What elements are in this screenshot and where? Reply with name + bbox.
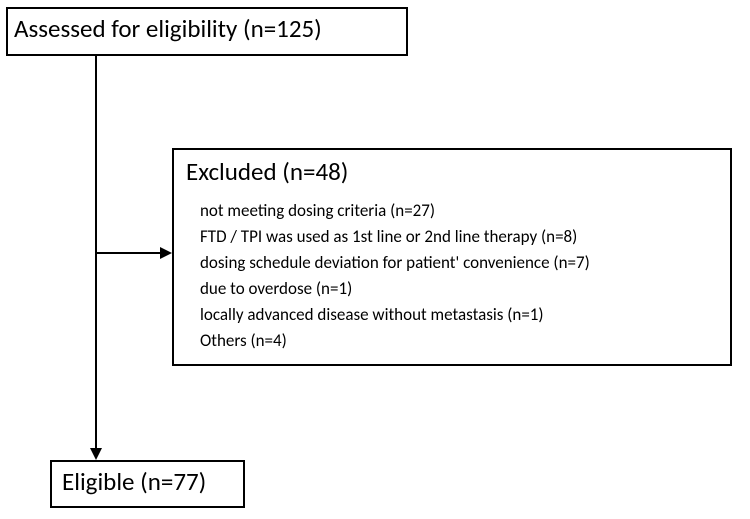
excluded-reason: not meeting dosing criteria (n=27) [200, 200, 435, 221]
node-eligible: Eligible (n=77) [50, 460, 245, 508]
node-excluded-title: Excluded (n=48) [186, 156, 348, 187]
excluded-reason: locally advanced disease without metasta… [200, 304, 544, 325]
node-eligible-label: Eligible (n=77) [62, 466, 206, 497]
node-excluded: Excluded (n=48) not meeting dosing crite… [172, 148, 732, 366]
node-assessed: Assessed for eligibility (n=125) [6, 7, 408, 56]
excluded-reason: dosing schedule deviation for patient' c… [200, 252, 590, 273]
excluded-reason: FTD / TPI was used as 1st line or 2nd li… [200, 226, 577, 247]
excluded-reason: Others (n=4) [200, 330, 287, 351]
node-assessed-label: Assessed for eligibility (n=125) [14, 13, 322, 44]
excluded-reason: due to overdose (n=1) [200, 278, 352, 299]
